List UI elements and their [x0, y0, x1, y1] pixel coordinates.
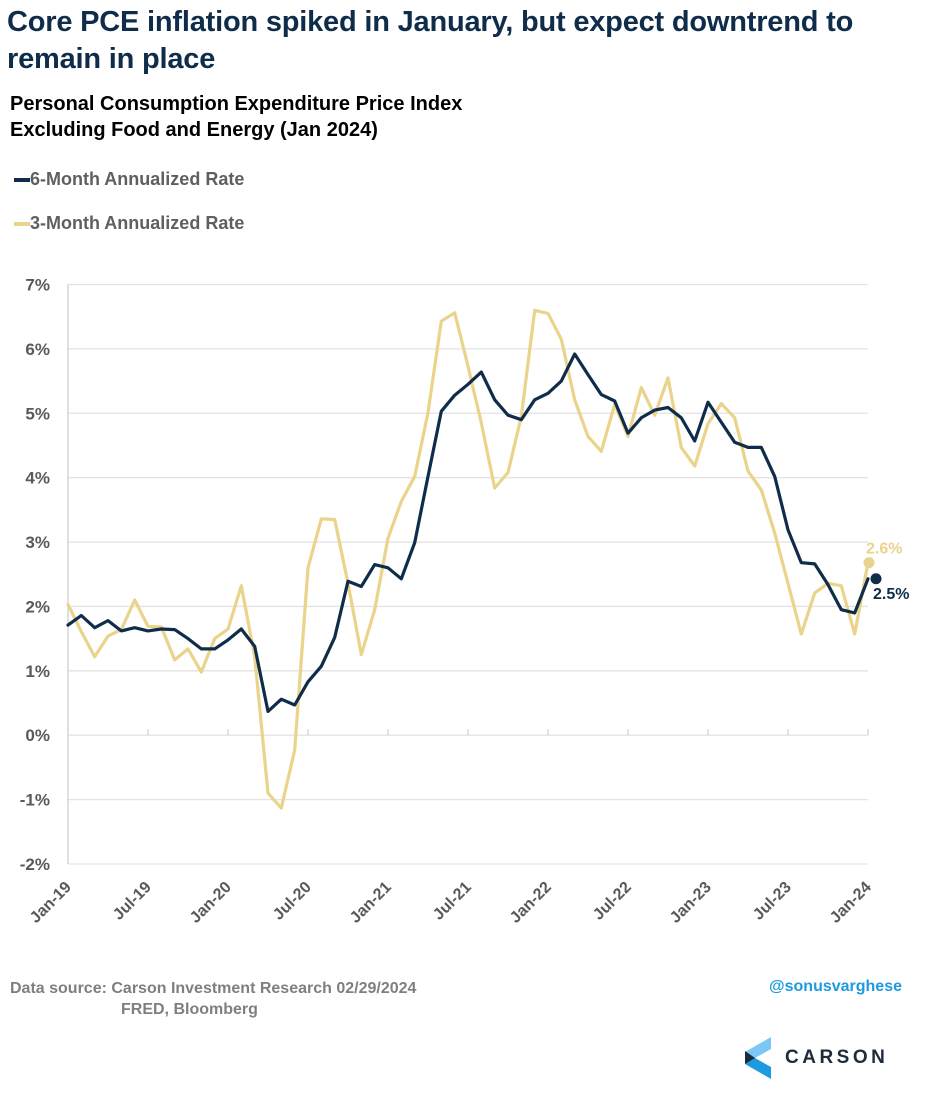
legend-label-6-month: 6-Month Annualized Rate	[30, 169, 245, 189]
x-tick-label: Jul-19	[110, 879, 155, 924]
x-tick-label: Jul-21	[430, 879, 475, 924]
x-tick-label: Jan-23	[667, 879, 715, 927]
page-title: Core PCE inflation spiked in January, bu…	[7, 6, 854, 75]
y-tick-label: -2%	[20, 855, 50, 874]
x-tick-label: Jul-23	[750, 879, 795, 924]
y-tick-label: 5%	[25, 404, 50, 423]
twitter-handle-link[interactable]: @sonusvarghese	[769, 978, 902, 995]
carson-logo-icon	[745, 1037, 771, 1079]
x-tick-label: Jan-21	[347, 879, 395, 927]
legend-item-3-month: 3-Month Annualized Rate	[14, 213, 244, 234]
series-line-3-month	[66, 308, 870, 810]
x-axis: Jan-19 Jul-19 Jan-20 Jul-20 Jan-21 Jul-21 Jan-…	[27, 729, 875, 927]
y-tick-label: -1%	[20, 791, 50, 810]
y-tick-label: 3%	[25, 533, 50, 552]
y-tick-label: 0%	[25, 726, 50, 745]
y-tick-label: 6%	[25, 340, 50, 359]
carson-logo-text: CARSON	[785, 1047, 889, 1068]
legend-swatch-3-month	[14, 221, 30, 226]
end-marker-6-month	[870, 573, 882, 585]
data-source-line2: FRED, Bloomberg	[121, 1001, 258, 1018]
series-line-6-month	[66, 352, 870, 714]
legend-item-6-month: 6-Month Annualized Rate	[14, 169, 244, 190]
x-tick-label: Jan-22	[507, 879, 555, 927]
series-lines	[66, 308, 870, 810]
chart-subtitle-line1: Personal Consumption Expenditure Price I…	[10, 93, 463, 115]
carson-logo: CARSON	[745, 1037, 888, 1079]
line-chart: 7% 6% 5% 4% 3% 2% 1% 0% -1% -2% Jan-19 Jul-19 Jan-2…	[20, 276, 910, 927]
y-axis: 7% 6% 5% 4% 3% 2% 1% 0% -1% -2%	[20, 276, 69, 874]
end-markers: 2.6% 2.5%	[863, 541, 909, 603]
legend-swatch-6-month	[14, 177, 30, 182]
chart-subtitle-line2: Excluding Food and Energy (Jan 2024)	[10, 119, 378, 141]
legend-label-3-month: 3-Month Annualized Rate	[30, 213, 245, 233]
y-tick-label: 1%	[25, 662, 50, 681]
x-tick-label: Jan-19	[27, 879, 75, 927]
y-tick-label: 2%	[25, 597, 50, 616]
chart-subtitle: Personal Consumption Expenditure Price I…	[10, 91, 462, 143]
y-tick-label: 7%	[25, 276, 50, 295]
x-tick-label: Jan-24	[827, 879, 875, 927]
data-source-line1: Data source: Carson Investment Research …	[10, 980, 417, 997]
end-label-6-month: 2.5%	[873, 586, 909, 603]
y-tick-label: 4%	[25, 469, 50, 488]
gridlines	[68, 283, 868, 865]
end-label-3-month: 2.6%	[866, 541, 902, 558]
x-tick-label: Jul-22	[590, 879, 635, 924]
end-marker-3-month	[863, 557, 875, 569]
x-tick-label: Jan-20	[187, 879, 235, 927]
data-source: Data source: Carson Investment Research …	[10, 978, 416, 1020]
x-tick-label: Jul-20	[270, 879, 315, 924]
